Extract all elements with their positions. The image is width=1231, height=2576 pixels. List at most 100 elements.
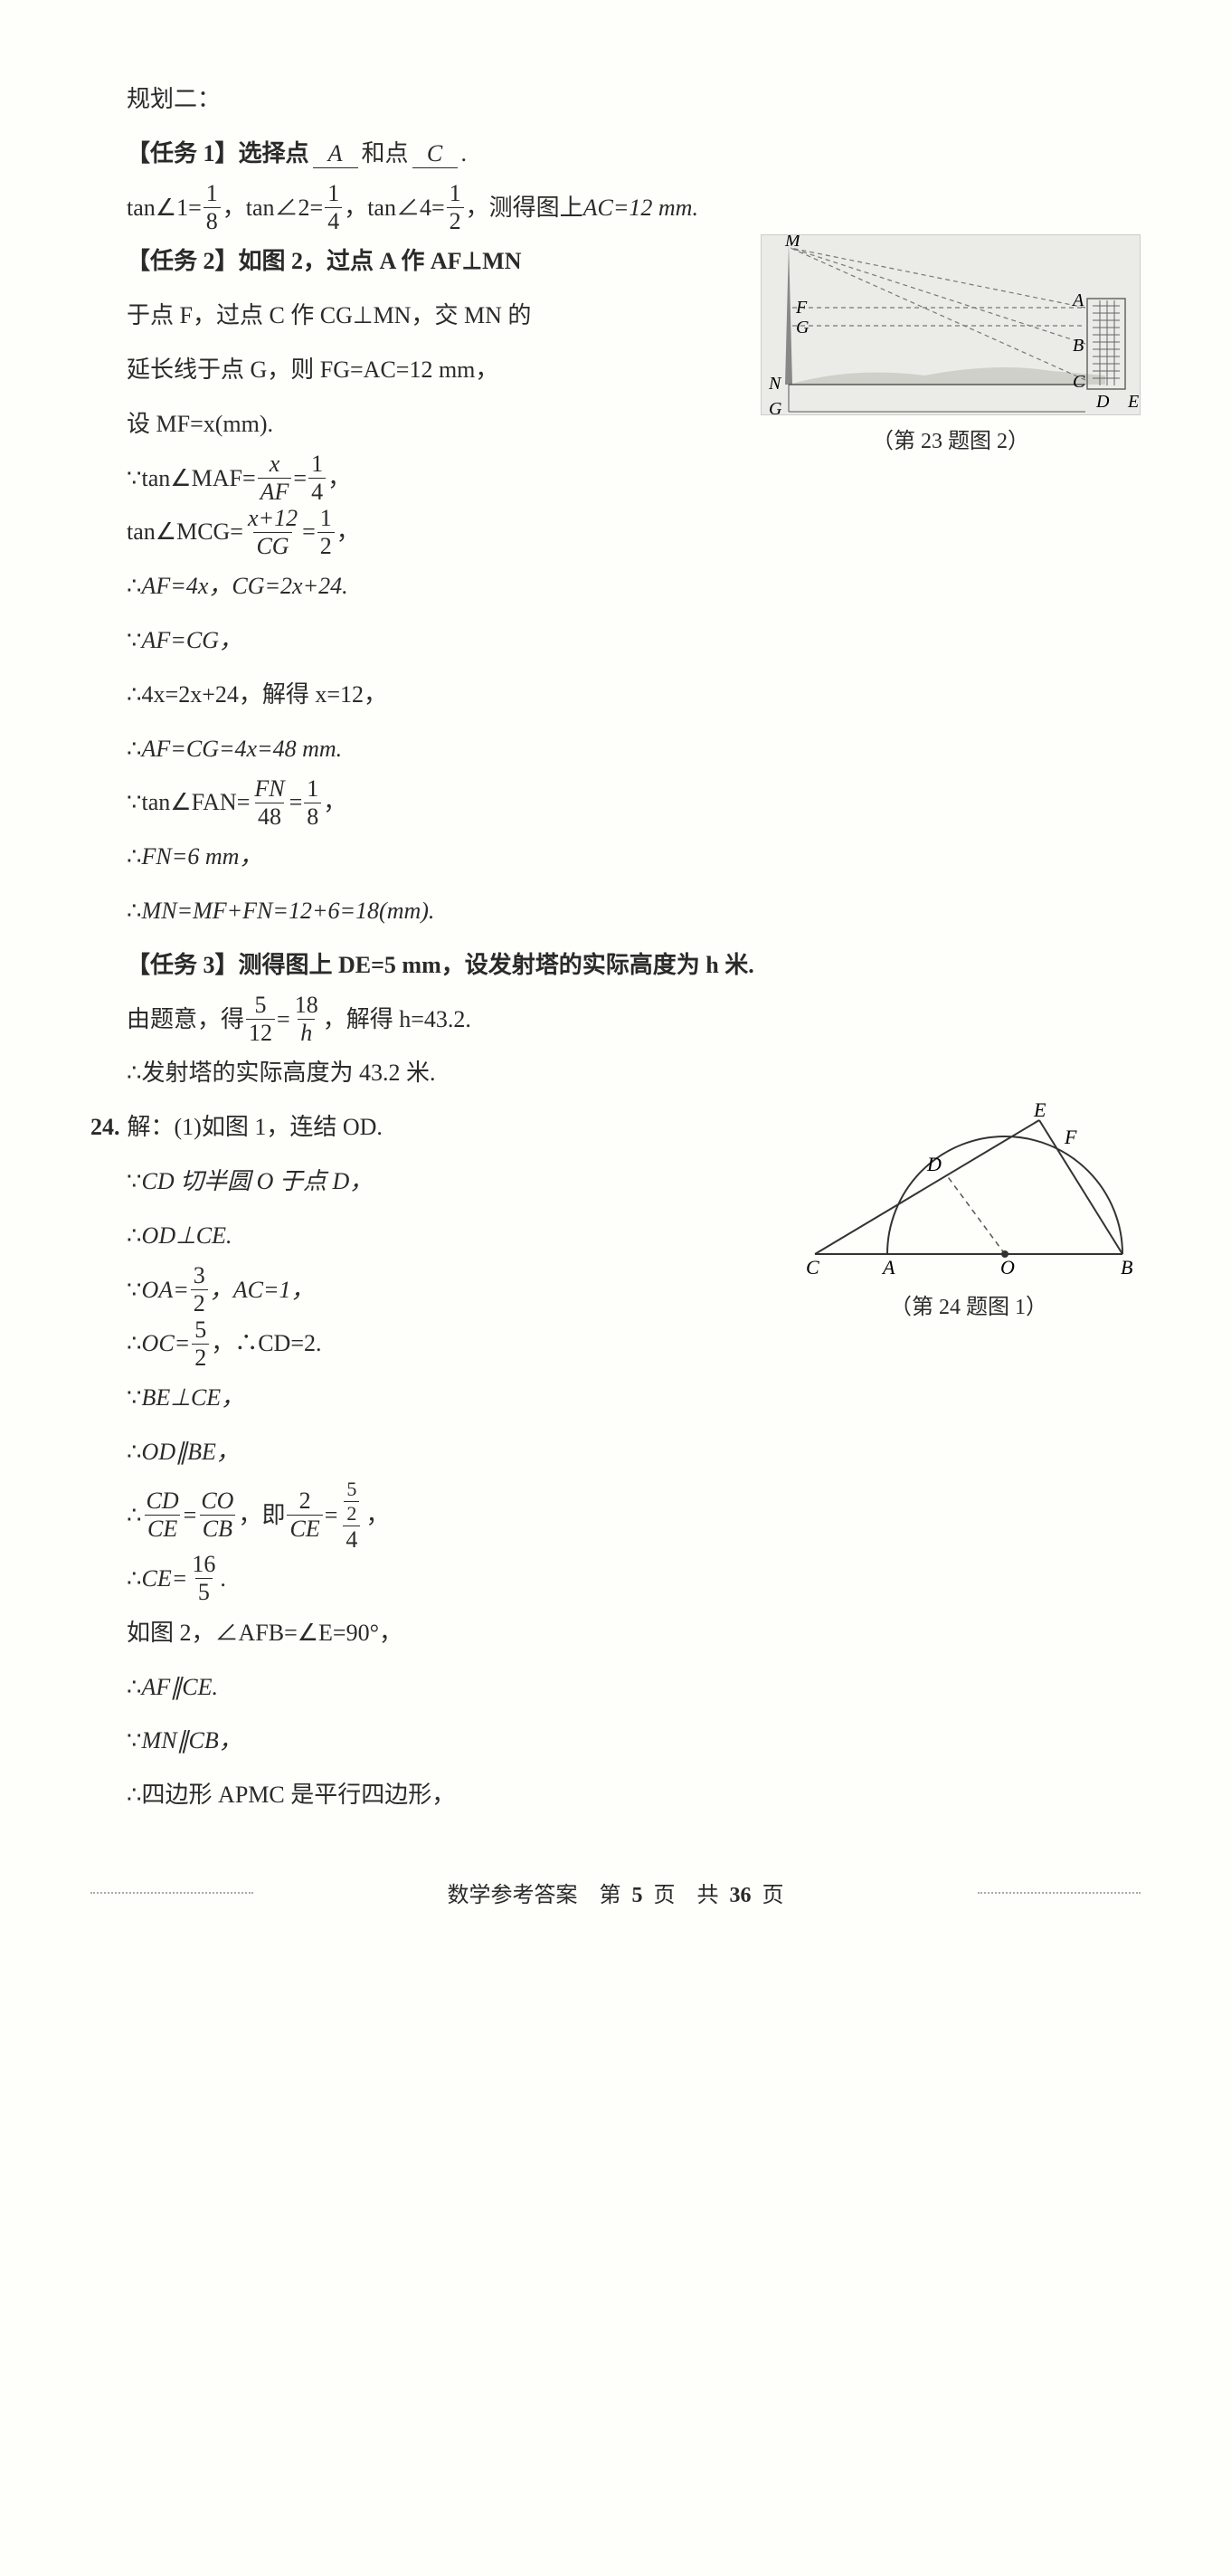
frac-cd-ce: CD CE xyxy=(144,1489,182,1541)
den: h xyxy=(298,1019,315,1045)
footer-g: 页 xyxy=(762,1884,784,1907)
tan-mcg-line: tan∠MCG= x+12 CG = 1 2 ， xyxy=(90,505,1141,559)
footer-pagenum: 5 xyxy=(632,1884,643,1907)
frac-1-4: 1 4 xyxy=(325,182,342,233)
den: 12 xyxy=(246,1019,275,1045)
txt: ，AC=1， xyxy=(210,1263,315,1317)
den: 2 xyxy=(191,1289,208,1316)
label-O: O xyxy=(1000,1256,1015,1278)
fig23-svg: M F G N G A B C D E xyxy=(761,234,1141,415)
task2-l3: 延长线于点 G，则 FG=AC=12 mm， xyxy=(127,343,743,397)
label-B: B xyxy=(1121,1256,1132,1278)
frac-x-af: x AF xyxy=(258,452,292,504)
therefore: ∴ xyxy=(127,1209,142,1263)
task2-l2: 于点 F，过点 C 作 CG⊥MN，交 MN 的 xyxy=(127,289,743,343)
therefore: ∴ xyxy=(127,830,142,884)
page-content: 规划二： 【任务 1】选择点 A 和点 C . tan∠1= 1 8 ，tan∠… xyxy=(90,72,1141,1908)
txt: ，tan∠4= xyxy=(344,181,444,235)
den: CB xyxy=(200,1515,235,1541)
txt: 4x=2x+24，解得 x=12， xyxy=(142,668,388,722)
because: ∵ xyxy=(127,613,142,668)
txt: ，解得 h=43.2. xyxy=(323,993,471,1047)
q24-l6: ∵ BE⊥CE， xyxy=(90,1371,1141,1425)
blank-a: A xyxy=(313,139,358,168)
fn6-line: ∴ FN=6 mm， xyxy=(90,830,1141,884)
q24-l1: 24. 解：(1)如图 1，连结 OD. xyxy=(90,1100,779,1155)
tan-maf-line: ∵ tan∠MAF= x AF = 1 4 ， xyxy=(127,452,743,506)
den: 4 xyxy=(325,207,342,233)
txt: OA= xyxy=(142,1263,189,1317)
fig23-caption: （第 23 题图 2） xyxy=(761,423,1141,454)
frac-18-h: 18 h xyxy=(292,993,321,1045)
task3-l2: 由题意，得 5 12 = 18 h ，解得 h=43.2. xyxy=(90,993,1141,1047)
footer-title: 数学参考答案 xyxy=(448,1884,578,1907)
plan2-title: 规划二： xyxy=(90,72,1141,127)
label-M: M xyxy=(784,234,801,251)
footer-b: 第 xyxy=(600,1884,621,1907)
label-A: A xyxy=(1071,290,1084,310)
page-footer: 数学参考答案 第 5 页 共 36 页 xyxy=(90,1877,1141,1908)
txt: CE= xyxy=(142,1552,188,1606)
label-G1: G xyxy=(796,318,810,337)
txt: tan∠MCG= xyxy=(127,505,243,559)
task1-line: 【任务 1】选择点 A 和点 C . xyxy=(90,127,1141,181)
frac-5-12: 5 12 xyxy=(246,993,275,1045)
because: ∵ xyxy=(127,1263,142,1317)
q24-l3: ∴ OD⊥CE. xyxy=(90,1209,779,1263)
label-F: F xyxy=(795,298,808,318)
blank-c: C xyxy=(412,139,458,168)
therefore: ∴ xyxy=(127,668,142,722)
q24-text: 24. 解：(1)如图 1，连结 OD. ∵ CD 切半圆 O 于点 D， ∴ … xyxy=(90,1100,779,1371)
num: 1 xyxy=(325,182,342,207)
txt: AF=CG， xyxy=(142,613,242,668)
txt: 四边形 APMC 是平行四边形， xyxy=(142,1768,456,1822)
nested-frac: 5 2 xyxy=(339,1479,364,1526)
label-N: N xyxy=(768,374,782,394)
den: 4 xyxy=(343,1526,360,1552)
txt: AF=CG=4x=48 mm. xyxy=(142,722,343,776)
task2-row: 【任务 2】如图 2，过点 A 作 AF⊥MN 于点 F，过点 C 作 CG⊥M… xyxy=(90,234,1141,505)
frac-co-cb: CO CB xyxy=(198,1489,236,1541)
frac-1-8b: 1 8 xyxy=(304,777,321,829)
therefore: ∴ xyxy=(127,1425,142,1479)
frac-1-2: 1 2 xyxy=(447,182,464,233)
because: ∵ xyxy=(127,775,142,830)
because: ∵ xyxy=(127,1155,142,1209)
txt: ，测得图上 xyxy=(466,181,583,235)
frac-2-ce: 2 CE xyxy=(287,1489,322,1541)
num: 5 xyxy=(192,1318,209,1344)
label-C: C xyxy=(806,1256,819,1278)
q24-num: 24. xyxy=(90,1100,120,1155)
therefore: ∴ xyxy=(127,1317,142,1371)
therefore: ∴ xyxy=(127,722,142,776)
txt: CD 切半圆 O 于点 D， xyxy=(142,1155,374,1209)
label-D: D xyxy=(926,1153,942,1175)
txt: OD⊥CE. xyxy=(142,1209,232,1263)
q24-l11: ∴ AF∥CE. xyxy=(90,1660,1141,1715)
af-eq-cg-line: ∵ AF=CG， xyxy=(90,613,1141,668)
therefore: ∴ xyxy=(127,1552,142,1606)
txt: OC= xyxy=(142,1317,191,1371)
txt: OD∥BE， xyxy=(142,1425,240,1479)
den: 8 xyxy=(304,803,321,829)
label-F: F xyxy=(1064,1126,1077,1148)
label-G2: G xyxy=(769,399,782,415)
num: 5 xyxy=(344,1479,359,1501)
frac-fn-48: FN 48 xyxy=(251,777,287,829)
num: 5 xyxy=(252,993,270,1019)
af-cg-line: ∴ AF=4x，CG=2x+24. xyxy=(90,559,1141,613)
den: 2 xyxy=(447,207,464,233)
task3-l3: ∴ 发射塔的实际高度为 43.2 米. xyxy=(90,1046,1141,1100)
num: 1 xyxy=(304,777,321,803)
den: CE xyxy=(145,1515,180,1541)
num: 1 xyxy=(317,507,335,532)
num: 1 xyxy=(204,182,221,207)
fig23-container: M F G N G A B C D E （第 23 题图 2） xyxy=(761,234,1141,454)
num: 16 xyxy=(189,1553,218,1578)
q24-l2: ∵ CD 切半圆 O 于点 D， xyxy=(90,1155,779,1209)
txt: AF∥CE. xyxy=(142,1660,219,1715)
eq: = xyxy=(293,452,307,506)
txt: . xyxy=(220,1552,226,1606)
txt: FN=6 mm， xyxy=(142,830,263,884)
task1-end: . xyxy=(461,127,468,181)
